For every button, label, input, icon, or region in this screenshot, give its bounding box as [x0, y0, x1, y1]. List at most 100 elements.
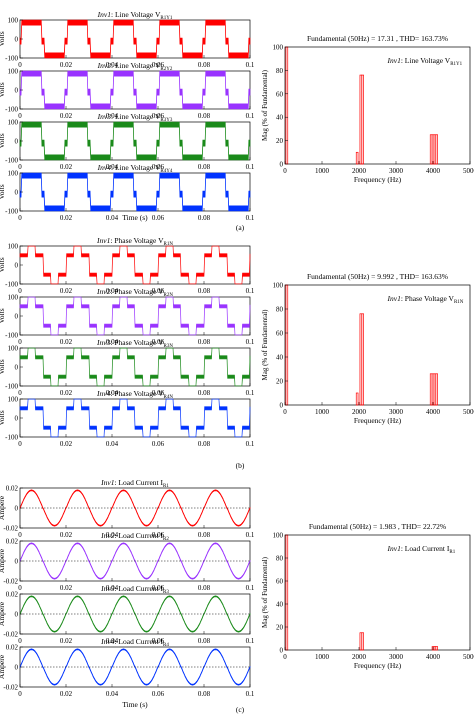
harmonic-bar: [435, 134, 438, 165]
y-tick-label: 60: [276, 578, 284, 586]
spectrum-y-axis-label: Mag (% of Fundamental): [261, 556, 269, 628]
y-tick-label: 0: [15, 364, 19, 372]
y-tick-label: 100: [8, 396, 19, 404]
x-tick-label: 0.08: [198, 584, 211, 592]
y-axis-label: Ampere: [0, 548, 6, 573]
y-tick-label: 40: [276, 354, 284, 362]
y-tick-label: -100: [5, 434, 18, 442]
x-tick-label: 0: [18, 287, 22, 295]
y-tick-label: -0.02: [3, 684, 18, 692]
x-tick-label: 0.08: [198, 637, 211, 645]
x-tick-label: 4000: [426, 653, 441, 661]
x-tick-label: 0.06: [152, 214, 165, 222]
x-tick-label: 0.04: [106, 637, 119, 645]
waveform-series: [19, 245, 251, 285]
y-tick-label: 0.02: [6, 591, 19, 599]
series-label: Inv3: Phase Voltage VR3N: [96, 338, 173, 349]
spectrum-title: Fundamental (50Hz) = 1.983 , THD= 22.72%: [309, 522, 446, 531]
spectrum-plot-area: [284, 534, 471, 651]
x-tick-label: 0.1: [246, 637, 255, 645]
y-tick-label: 0.02: [6, 485, 19, 493]
y-tick-label: 0: [15, 36, 19, 44]
harmonic-bar: [361, 632, 364, 651]
y-tick-label: 100: [8, 119, 19, 127]
y-tick-label: 100: [273, 282, 284, 290]
y-tick-label: 20: [276, 624, 284, 632]
spectrum-legend: Inv1: Line Voltage VR1Y1: [387, 56, 463, 67]
y-tick-label: -0.02: [3, 525, 18, 533]
panel-caption: (c): [236, 705, 245, 714]
y-tick-label: -100: [5, 332, 18, 340]
x-tick-label: 0.06: [152, 637, 165, 645]
waveform-series: [19, 347, 251, 387]
y-tick-label: 100: [8, 243, 19, 251]
x-tick-label: 0.1: [246, 214, 255, 222]
y-tick-label: -100: [5, 55, 18, 63]
y-axis-label: Volts: [0, 82, 6, 97]
y-tick-label: 0: [15, 87, 19, 95]
series-label: Inv1: Load Current IR1: [100, 478, 169, 489]
x-tick-label: 0.1: [246, 338, 255, 346]
x-tick-label: 0.1: [246, 163, 255, 171]
y-tick-label: 0: [15, 558, 19, 566]
x-tick-label: 0.02: [60, 584, 73, 592]
y-tick-label: -100: [5, 383, 18, 391]
y-tick-label: 100: [273, 532, 284, 540]
x-tick-label: 4000: [426, 408, 441, 416]
harmonic-bar: [361, 313, 364, 406]
x-tick-label: 0: [18, 637, 22, 645]
x-tick-label: 0.04: [106, 163, 119, 171]
x-tick-label: 0.1: [246, 440, 255, 448]
spectrum-title: Fundamental (50Hz) = 17.31 , THD= 163.73…: [307, 34, 448, 43]
x-tick-label: 0: [18, 214, 22, 222]
y-tick-label: 100: [8, 17, 19, 25]
x-tick-label: 3000: [389, 653, 404, 661]
x-tick-label: 0.04: [106, 531, 119, 539]
x-tick-label: 0.06: [152, 584, 165, 592]
x-tick-label: 0.1: [246, 389, 255, 397]
y-axis-label: Ampere: [0, 654, 6, 679]
y-tick-label: 20: [276, 137, 284, 145]
x-tick-label: 1000: [315, 408, 330, 416]
x-tick-label: 0.08: [198, 112, 211, 120]
series-label: Inv4: Load Current IR4: [100, 637, 169, 648]
x-tick-label: 0.02: [60, 287, 73, 295]
waveform-series: [19, 19, 251, 59]
x-tick-label: 0.06: [152, 163, 165, 171]
y-tick-label: 80: [276, 67, 284, 75]
x-tick-label: 1000: [315, 167, 330, 175]
y-tick-label: 0: [15, 313, 19, 321]
x-tick-label: 0.08: [198, 531, 211, 539]
spectrum-legend: Inv1: Phase Voltage VR1N: [387, 294, 464, 305]
series-label: Inv2: Phase Voltage VR2N: [96, 287, 173, 298]
x-tick-label: 0.02: [60, 338, 73, 346]
series-label: Inv2: Load Current IR2: [100, 531, 169, 542]
y-tick-label: 20: [276, 378, 284, 386]
y-tick-label: 60: [276, 330, 284, 338]
spectrum-legend: Inv1: Load Current IR1: [387, 544, 456, 555]
x-tick-label: 0.02: [60, 163, 73, 171]
x-tick-label: 1000: [315, 653, 330, 661]
harmonic-bar: [361, 74, 364, 165]
y-tick-label: 100: [273, 44, 284, 52]
x-tick-label: 5000: [463, 653, 474, 661]
y-axis-label: Volts: [0, 184, 6, 199]
y-tick-label: 40: [276, 601, 284, 609]
spectrum-chart: 020406080100010002000300040005000Fundame…: [261, 34, 474, 184]
panel-caption: (a): [236, 223, 245, 232]
x-tick-label: 0.06: [152, 440, 165, 448]
x-tick-label: 0.08: [198, 214, 211, 222]
x-tick-label: 0.08: [198, 690, 211, 698]
x-tick-label: 2000: [352, 653, 367, 661]
x-tick-label: 0.04: [106, 389, 119, 397]
y-tick-label: 0: [280, 402, 284, 410]
waveform-series: [19, 296, 251, 336]
x-tick-label: 0: [18, 163, 22, 171]
x-tick-label: 0: [18, 690, 22, 698]
y-axis-label: Ampere: [0, 495, 6, 520]
x-tick-label: 0.02: [60, 637, 73, 645]
